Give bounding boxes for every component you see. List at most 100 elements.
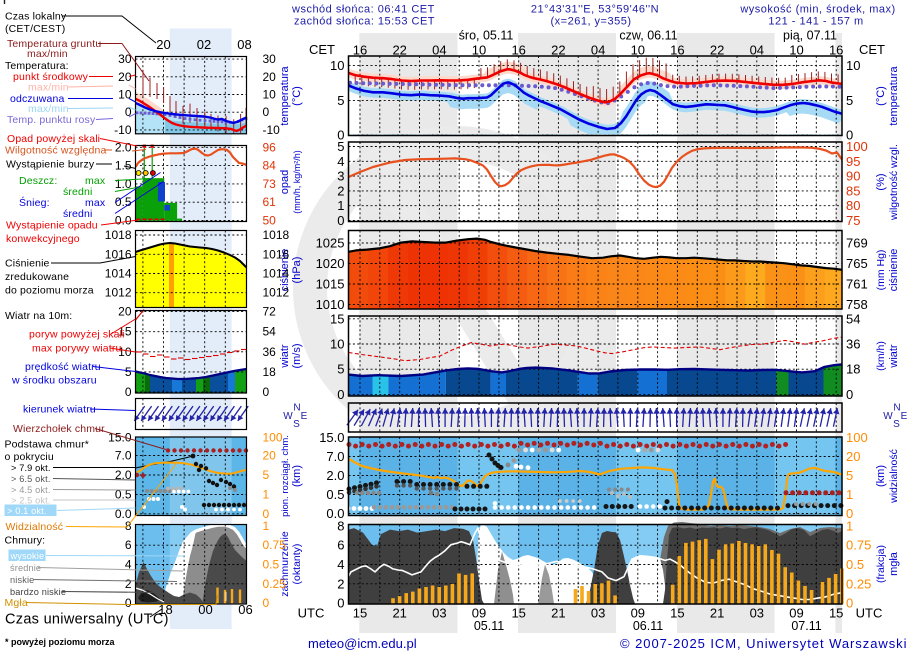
svg-text:3: 3 [337,169,344,184]
svg-text:06.11: 06.11 [633,619,663,633]
svg-text:> 2.5 okt.: > 2.5 okt. [11,496,51,506]
svg-text:0: 0 [125,596,132,610]
svg-text:1025: 1025 [316,236,345,251]
svg-text:100: 100 [846,139,868,154]
svg-text:0: 0 [846,387,853,402]
svg-text:(CET/CEST): (CET/CEST) [5,23,65,35]
svg-text:0: 0 [263,105,270,119]
svg-text:20: 20 [263,70,277,84]
svg-text:0: 0 [337,387,344,402]
svg-text:8: 8 [337,518,344,533]
svg-text:pion. rozciągł. chm.: pion. rozciągł. chm. [280,435,291,517]
svg-text:Temperatura gruntu: Temperatura gruntu [7,38,101,50]
svg-text:03: 03 [591,606,605,621]
svg-text:bardzo niskie: bardzo niskie [10,587,66,597]
svg-text:09: 09 [789,606,803,621]
svg-text:15: 15 [670,606,684,621]
svg-text:Podstawa chmur*: Podstawa chmur* [5,439,90,451]
svg-text:Temperatura:: Temperatura: [5,60,69,72]
svg-text:09: 09 [631,606,645,621]
svg-text:czw, 06.11: czw, 06.11 [619,29,677,43]
svg-text:E: E [301,411,308,422]
svg-text:średni: średni [63,186,93,198]
svg-text:6: 6 [337,538,344,553]
svg-text:pią, 07.11: pią, 07.11 [783,29,837,43]
svg-text:22: 22 [710,43,724,58]
svg-text:0.5: 0.5 [326,487,344,502]
svg-text:S: S [293,419,300,430]
svg-text:4: 4 [337,154,344,169]
svg-text:-10: -10 [263,123,281,137]
svg-text:85: 85 [846,183,860,198]
svg-text:N: N [293,403,300,414]
svg-text:Wystąpienie opadu: Wystąpienie opadu [6,220,98,232]
svg-text:0.5: 0.5 [115,488,132,502]
svg-text:(x=261, y=355): (x=261, y=355) [551,16,632,28]
svg-text:(%): (%) [875,173,887,190]
svg-text:30: 30 [118,52,132,66]
svg-text:07.11: 07.11 [791,619,821,633]
svg-text:0: 0 [263,385,270,399]
svg-text:odczuwana: odczuwana [10,93,64,105]
svg-text:0.0: 0.0 [115,507,132,521]
svg-text:100: 100 [263,431,283,445]
svg-text:20: 20 [118,70,132,84]
svg-text:10: 10 [330,337,344,352]
svg-text:1: 1 [337,198,344,213]
svg-text:2: 2 [337,183,344,198]
svg-text:0.25: 0.25 [846,576,871,591]
svg-text:1014: 1014 [263,267,290,281]
svg-text:wiatr: wiatr [279,344,291,369]
svg-text:1: 1 [846,518,853,533]
svg-text:CET: CET [309,42,335,57]
svg-text:mgła: mgła [888,551,900,576]
svg-text:21: 21 [551,606,565,621]
svg-text:E: E [901,411,908,422]
svg-text:04: 04 [750,43,764,58]
svg-text:10: 10 [118,88,132,102]
svg-text:wysokie: wysokie [10,551,45,561]
svg-text:96: 96 [263,140,277,154]
svg-text:18: 18 [158,602,172,617]
svg-text:średni: średni [63,208,93,220]
svg-text:5: 5 [337,93,344,108]
svg-text:03: 03 [432,606,446,621]
svg-text:1012: 1012 [105,286,132,300]
svg-text:temperatura: temperatura [888,65,900,125]
svg-text:4: 4 [125,558,132,572]
svg-text:wiatr: wiatr [888,344,900,369]
svg-text:06: 06 [238,602,252,617]
svg-text:> 6.5 okt.: > 6.5 okt. [11,474,51,484]
svg-text:> 0.1 okt.: > 0.1 okt. [7,506,47,516]
svg-text:0.75: 0.75 [846,538,871,553]
svg-text:16: 16 [670,43,684,58]
svg-text:36: 36 [846,337,860,352]
svg-text:(m/s): (m/s) [291,343,303,368]
svg-text:1: 1 [846,487,853,502]
svg-text:5: 5 [846,93,853,108]
svg-text:6: 6 [125,538,132,552]
svg-text:zachmurzenie: zachmurzenie [279,531,291,597]
svg-text:61: 61 [263,195,277,209]
svg-text:(°C): (°C) [875,86,887,106]
svg-text:Ciśnienie: Ciśnienie [5,258,50,270]
svg-text:Wilgotność względna: Wilgotność względna [5,145,106,157]
svg-text:21°43'31''E, 53°59'46''N: 21°43'31''E, 53°59'46''N [531,4,659,16]
svg-text:5: 5 [263,468,270,482]
svg-text:0: 0 [846,128,853,143]
svg-text:1: 1 [263,519,270,533]
svg-text:0: 0 [263,596,270,610]
svg-text:max/min: max/min [28,103,69,115]
svg-text:Wiatr na 10m:: Wiatr na 10m: [5,310,72,322]
svg-text:do poziomu morza: do poziomu morza [5,285,94,297]
svg-text:Czas uniwersalny (UTC): Czas uniwersalny (UTC) [5,612,169,628]
svg-text:średnie: średnie [10,563,41,573]
svg-text:max/min: max/min [27,48,68,60]
svg-text:16: 16 [511,43,525,58]
svg-text:meteo@icm.edu.pl: meteo@icm.edu.pl [308,636,417,651]
svg-text:15: 15 [353,606,367,621]
svg-text:temperatura: temperatura [279,65,291,125]
svg-text:0: 0 [846,596,853,611]
svg-text:0: 0 [846,506,853,521]
svg-text:05.11: 05.11 [474,619,504,633]
